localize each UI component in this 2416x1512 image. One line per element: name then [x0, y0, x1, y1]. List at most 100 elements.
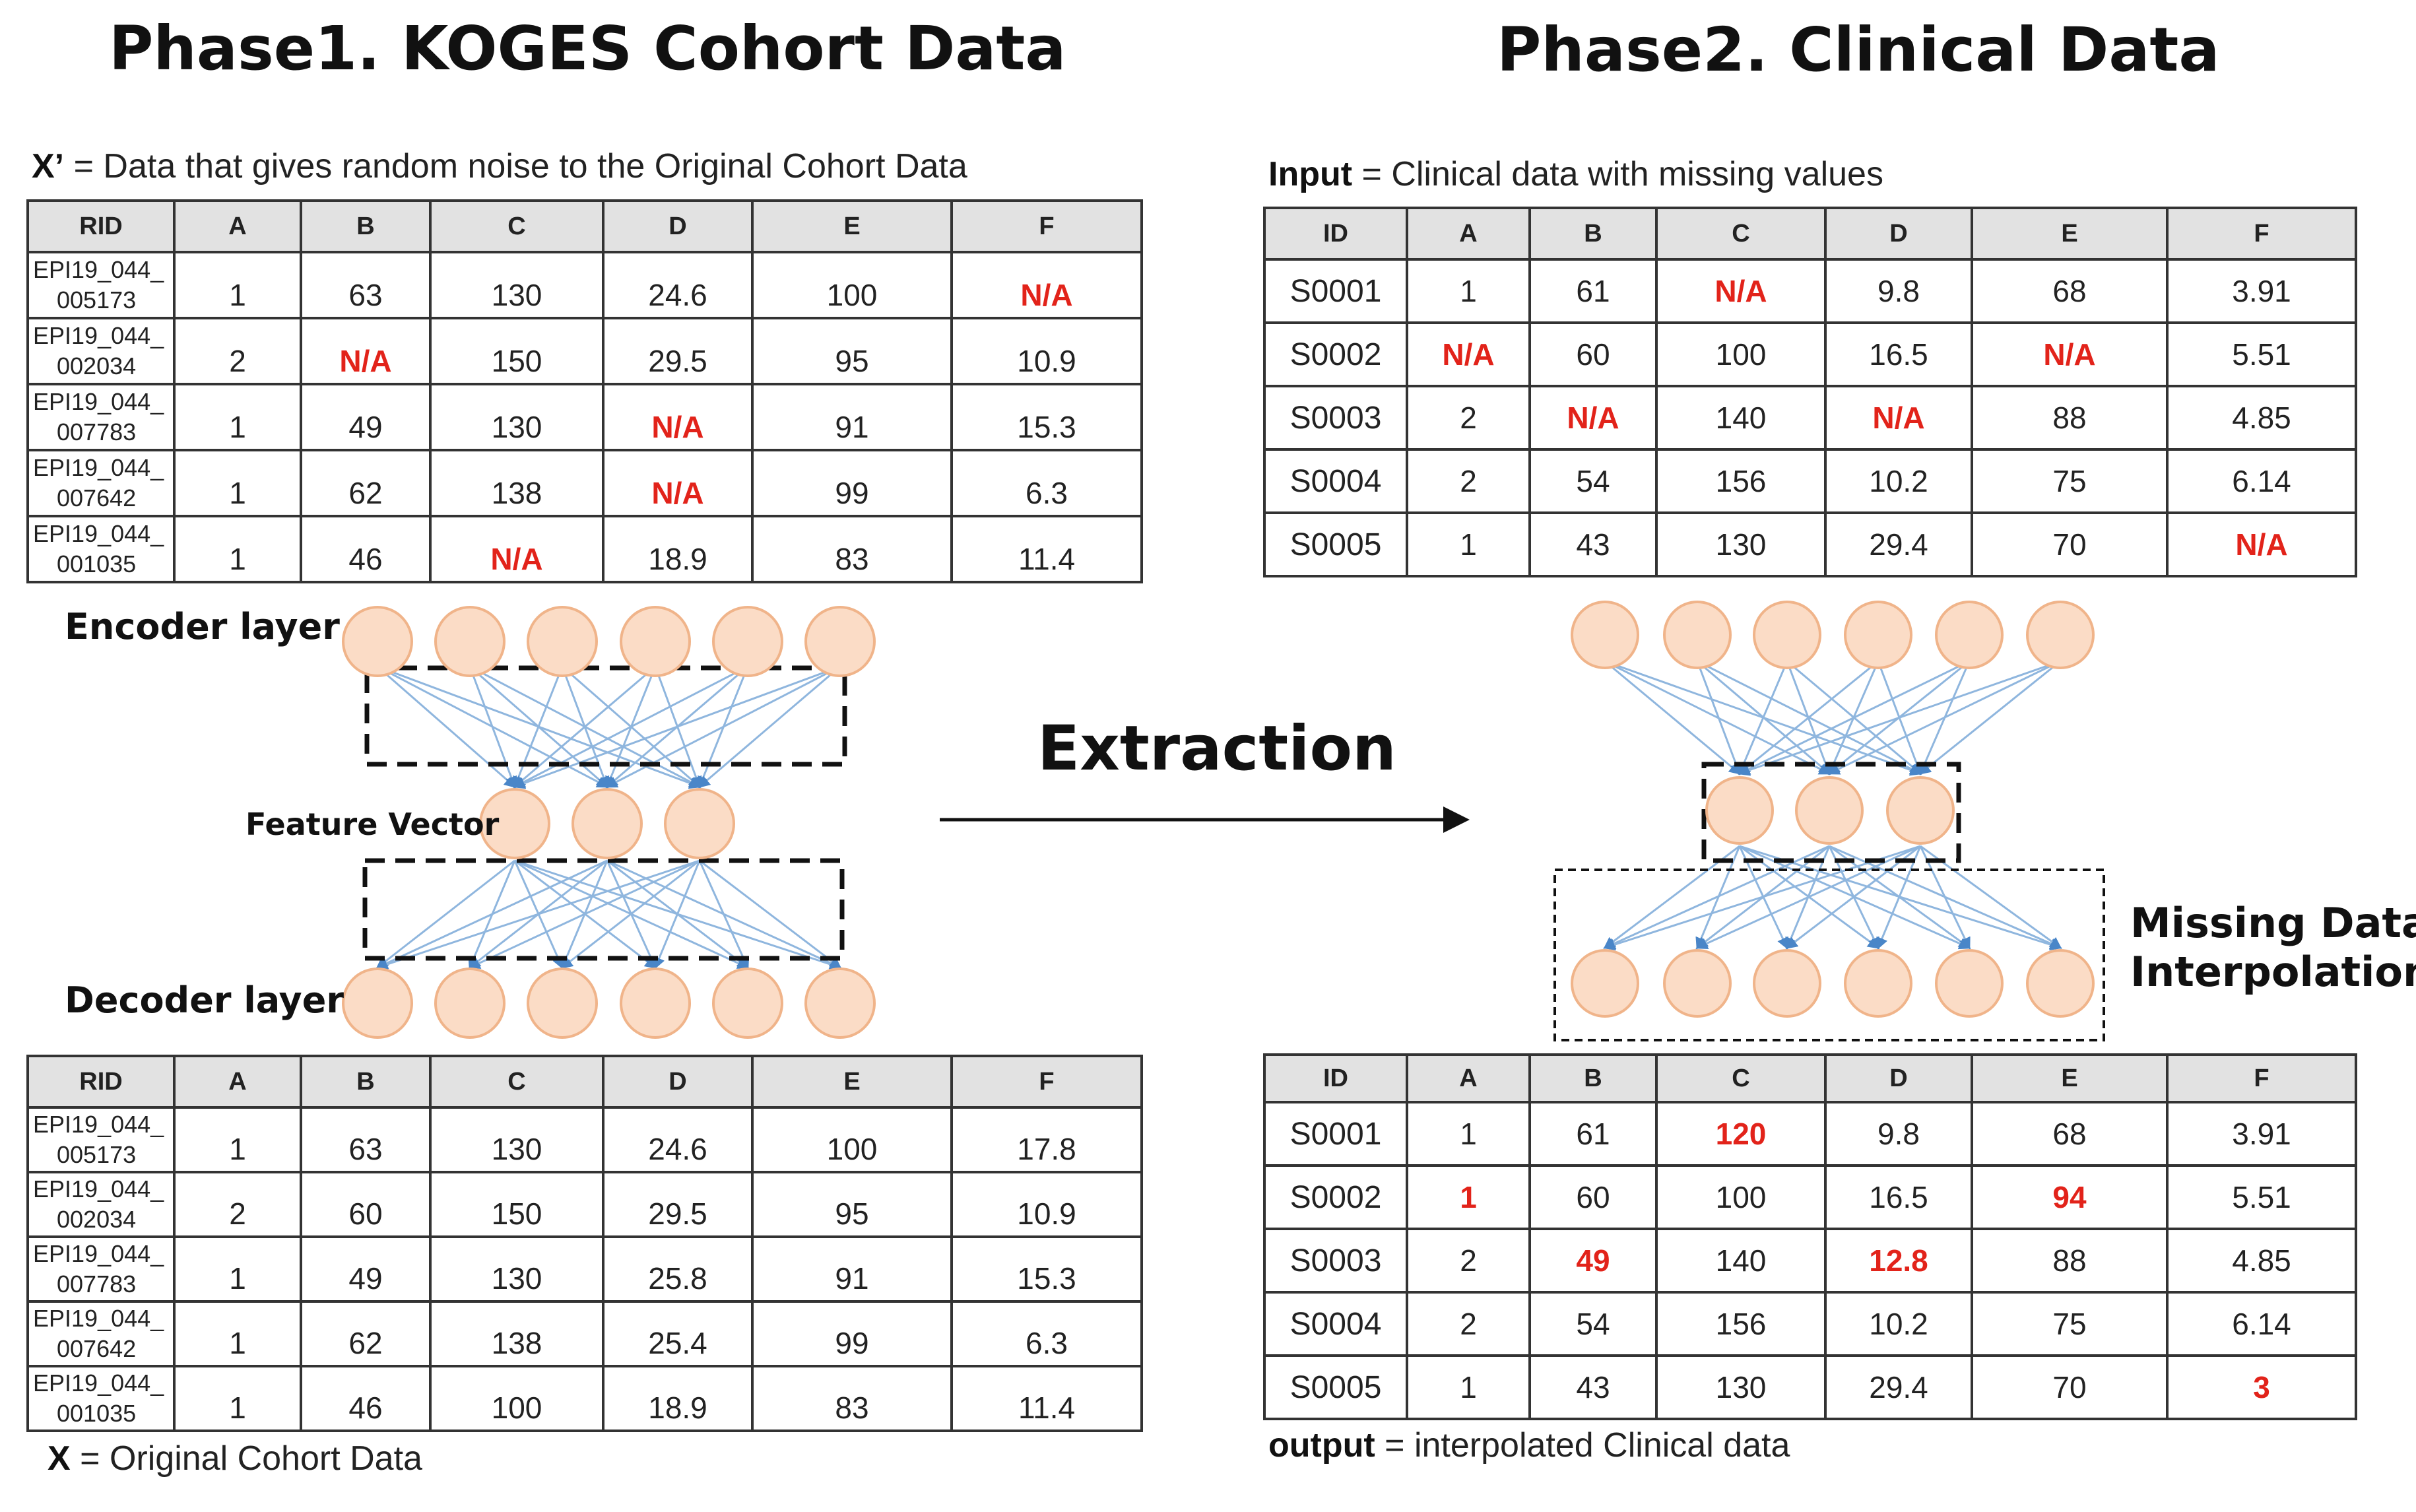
table-cell: 49	[1528, 1228, 1658, 1294]
col-header: E	[1971, 1053, 2169, 1103]
table-cell: 95	[751, 1171, 953, 1238]
network-edge	[1738, 660, 1879, 775]
table-cell: 1	[173, 515, 302, 583]
table-cell: 10.9	[950, 1171, 1143, 1238]
network-edge	[1827, 660, 2061, 775]
table-cell: 11.4	[950, 1365, 1143, 1432]
table-row: S0005 1 43 130 29.4 70 N/A	[1263, 511, 2357, 577]
network-edge	[1696, 661, 1742, 775]
clinical-output-table: ID A B C D E F S0001 1 61 120 9.8 68 3.91 S0002…	[1263, 1053, 2357, 1420]
col-header: ID	[1263, 207, 1408, 261]
table-cell: 70	[1971, 1354, 2169, 1420]
original-cohort-table: RID A B C D E F EPI19_044_ 005173 1 63 130 24…	[26, 1055, 1143, 1432]
rid-number: 007642	[57, 1335, 137, 1362]
network-edge	[1603, 845, 1921, 950]
table-row: S0005 1 43 130 29.4 70 3	[1263, 1354, 2357, 1420]
table-cell: 29.5	[602, 317, 754, 385]
input-text: = Clinical data with missing values	[1361, 155, 1883, 193]
table-cell: 99	[751, 449, 953, 517]
network-edge	[1918, 660, 2061, 775]
table-cell: 6.14	[2166, 1291, 2357, 1357]
encoder-node	[620, 606, 691, 677]
network-edge	[1603, 845, 1830, 950]
decoder-node	[434, 968, 506, 1039]
col-header: D	[602, 1055, 754, 1109]
table-cell: 88	[1971, 1228, 2169, 1294]
table-cell: 11.4	[950, 515, 1143, 583]
table-cell: 2	[1406, 1228, 1531, 1294]
table-cell: 43	[1528, 511, 1658, 577]
id-cell: S0003	[1263, 1228, 1408, 1294]
network-edge	[699, 859, 842, 969]
table-cell: 63	[300, 251, 432, 319]
encoder-node	[434, 606, 506, 677]
missing-data-interpolation-label: Missing Data Interpolation	[2130, 899, 2416, 997]
network-edge	[605, 665, 841, 788]
col-header: A	[173, 199, 302, 253]
encoder-dashed-box	[364, 665, 847, 767]
rid-number: 001035	[57, 1400, 137, 1427]
rid-prefix: EPI19_044_	[33, 322, 164, 349]
table-cell: 100	[1655, 321, 1827, 387]
decoder-dashed-box	[362, 858, 845, 961]
rid-number: 007783	[57, 1270, 137, 1298]
table-cell: 15.3	[950, 383, 1143, 451]
col-header: F	[950, 199, 1143, 253]
x-prime-symbol: X’	[32, 147, 65, 185]
output-symbol: output	[1268, 1426, 1375, 1464]
table-cell: 130	[429, 251, 604, 319]
x-prime-caption: X’ = Data that gives random noise to the…	[32, 147, 967, 186]
id-cell: S0003	[1263, 385, 1408, 451]
table-cell: 150	[429, 1171, 604, 1238]
table-cell: 1	[1406, 1101, 1531, 1167]
table-cell: 2	[173, 1171, 302, 1238]
network-edge	[1738, 660, 2061, 776]
table-cell: 100	[751, 1106, 953, 1173]
table-cell: 54	[1528, 448, 1658, 514]
table-cell: 1	[173, 383, 302, 451]
table-cell: 130	[1655, 1354, 1827, 1420]
rid-cell: EPI19_044_ 005173	[26, 251, 176, 319]
phase2-title: Phase2. Clinical Data	[1497, 15, 2220, 85]
col-header: E	[751, 1055, 953, 1109]
rid-prefix: EPI19_044_	[33, 1305, 164, 1332]
network-edge	[1738, 660, 1970, 775]
table-cell: 70	[1971, 511, 2169, 577]
network-edge	[1695, 845, 1921, 949]
table-row: S0003 2 49 140 12.8 88 4.85	[1263, 1228, 2357, 1294]
output-node	[1844, 949, 1912, 1018]
col-header: F	[2166, 1053, 2357, 1103]
network-edge	[375, 859, 515, 969]
table-cell: 3.91	[2166, 1101, 2357, 1167]
network-edge	[698, 860, 750, 970]
table-cell: 15.3	[950, 1235, 1143, 1303]
table-cell: 29.4	[1824, 511, 1973, 577]
table-cell: 10.2	[1824, 1291, 1973, 1357]
feature-node	[664, 788, 735, 859]
output-node	[1571, 949, 1639, 1018]
col-header: E	[751, 199, 953, 253]
rid-cell: EPI19_044_ 007783	[26, 1235, 176, 1303]
table-cell: 100	[751, 251, 953, 319]
network-edge	[375, 859, 608, 969]
rid-number: 007783	[57, 418, 137, 445]
rid-cell: EPI19_044_ 007783	[26, 383, 176, 451]
id-cell: S0005	[1263, 1354, 1408, 1420]
network-edge	[1919, 845, 1971, 950]
table-cell: 1	[173, 1365, 302, 1432]
col-header: A	[173, 1055, 302, 1109]
table-cell: 68	[1971, 258, 2169, 324]
table-cell: 130	[1655, 511, 1827, 577]
table-cell: N/A	[1971, 321, 2169, 387]
table-cell: 100	[429, 1365, 604, 1432]
table-row: EPI19_044_ 007783 1 49 130 25.8 91 15.3	[26, 1235, 1143, 1303]
rid-prefix: EPI19_044_	[33, 1111, 164, 1138]
id-cell: S0002	[1263, 321, 1408, 387]
rid-number: 005173	[57, 1141, 137, 1168]
table-cell: 100	[1655, 1164, 1827, 1230]
table-cell: 24.6	[602, 1106, 754, 1173]
col-header: C	[1655, 1053, 1827, 1103]
table-cell: 29.5	[602, 1171, 754, 1238]
table-cell: N/A	[1655, 258, 1827, 324]
table-cell: 49	[300, 1235, 432, 1303]
